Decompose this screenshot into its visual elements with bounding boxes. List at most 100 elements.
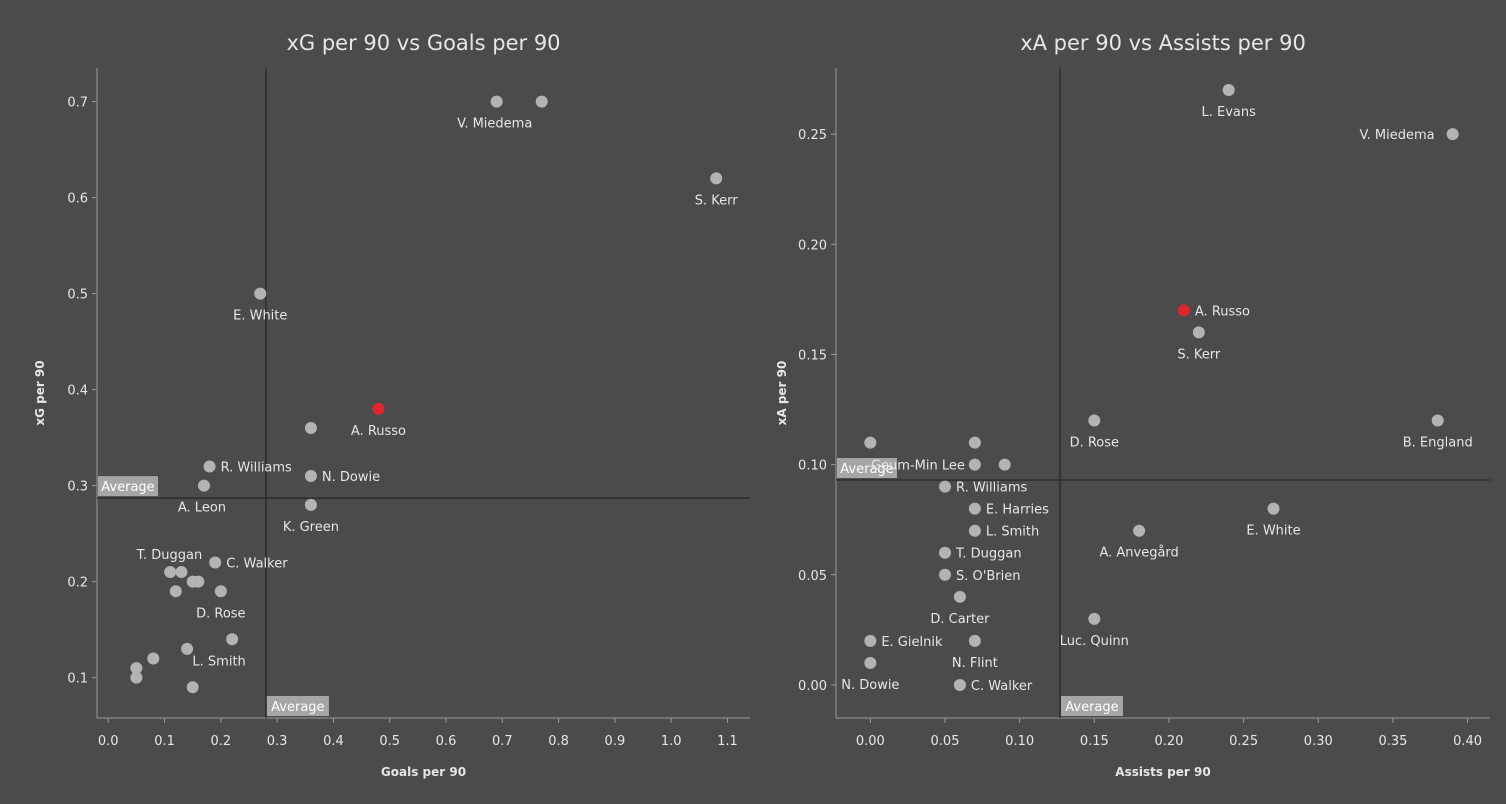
average-x-box	[266, 696, 329, 716]
point-label: T. Duggan	[955, 547, 1022, 562]
point-label: B. England	[1403, 436, 1473, 451]
y-tick-label: 0.5	[67, 288, 88, 303]
x-tick-label: 0.15	[1080, 734, 1109, 749]
data-point	[1088, 612, 1101, 625]
point-label: D. Rose	[1070, 436, 1119, 451]
point-label: V. Miedema	[457, 117, 532, 132]
y-tick-label: 0.20	[798, 238, 827, 253]
data-point	[864, 634, 877, 647]
point-label: K. Green	[283, 520, 339, 535]
point-label: S. Kerr	[695, 193, 739, 208]
data-point	[175, 566, 188, 579]
data-point	[939, 546, 951, 559]
data-point	[254, 287, 267, 300]
data-point	[710, 172, 723, 185]
x-axis-label: Goals per 90	[381, 765, 466, 779]
data-point	[490, 95, 503, 108]
average-x-box	[1060, 696, 1123, 716]
data-point	[1431, 414, 1444, 427]
data-point	[1088, 414, 1101, 427]
x-tick-label: 0.5	[379, 734, 400, 749]
point-label: D. Carter	[930, 612, 990, 627]
y-tick-label: 0.7	[67, 96, 88, 111]
data-point	[953, 590, 966, 603]
point-label: E. White	[233, 309, 287, 324]
point-label: Luc. Quinn	[1060, 634, 1129, 649]
panel-xg-goals: xG per 90 vs Goals per 90 0.0 0.1 0.2 0.3 0.4…	[33, 31, 750, 779]
average-y-box	[837, 458, 897, 479]
data-point	[939, 568, 951, 581]
point-label: N. Dowie	[322, 470, 380, 485]
data-point	[998, 458, 1011, 471]
y-tick-label: 0.3	[67, 480, 88, 495]
highlight-point	[1177, 304, 1190, 317]
x-tick-label: 0.00	[856, 734, 885, 749]
point-label: L. Smith	[986, 525, 1039, 540]
y-tick-label: 0.25	[798, 128, 827, 143]
data-point	[968, 458, 981, 471]
average-y-label: Average	[101, 480, 154, 495]
average-y-box	[98, 476, 158, 497]
x-tick-label: 0.20	[1154, 734, 1183, 749]
data-point	[304, 470, 317, 483]
point-label: A. Russo	[351, 424, 406, 439]
point-label: Geum-Min Lee	[871, 459, 965, 474]
y-tick-label: 0.05	[798, 569, 827, 584]
data-point	[1267, 502, 1280, 515]
point-label: D. Rose	[196, 606, 245, 621]
y-tick-label: 0.15	[798, 348, 827, 363]
y-axis-label: xG per 90	[33, 360, 47, 425]
point-label: E. Harries	[986, 503, 1049, 518]
x-tick-label: 0.10	[1005, 734, 1034, 749]
data-point	[968, 502, 981, 515]
y-tick-label: 0.6	[67, 192, 88, 207]
x-tick-label: 0.9	[605, 734, 626, 749]
point-label: V. Miedema	[1359, 128, 1434, 143]
y-tick-label: 0.00	[798, 679, 827, 694]
y-tick-label: 0.4	[67, 384, 88, 399]
point-label: C. Walker	[971, 679, 1033, 694]
highlight-point	[372, 402, 385, 415]
data-point	[968, 436, 981, 449]
x-tick-label: 0.05	[931, 734, 960, 749]
x-tick-label: 0.25	[1229, 734, 1258, 749]
x-tick-label: 0.6	[436, 734, 457, 749]
x-tick-label: 0.40	[1453, 734, 1482, 749]
data-point	[147, 652, 160, 665]
y-tick-label: 0.2	[67, 576, 88, 591]
x-tick-label: 0.8	[548, 734, 569, 749]
data-point	[1133, 524, 1146, 537]
point-label: R. Williams	[956, 481, 1027, 496]
point-label: T. Duggan	[136, 548, 203, 563]
y-tick-label: 0.10	[798, 459, 827, 474]
point-label: N. Flint	[952, 656, 998, 671]
data-point	[181, 642, 194, 655]
point-label: S. Kerr	[1177, 347, 1221, 362]
data-point	[214, 585, 227, 598]
data-point	[130, 671, 143, 684]
x-tick-label: 0.2	[211, 734, 232, 749]
data-point	[535, 95, 548, 108]
data-point	[164, 566, 177, 579]
x-axis-label: Assists per 90	[1115, 765, 1210, 779]
data-point	[864, 436, 877, 449]
point-label: S. O'Brien	[956, 569, 1020, 584]
average-x-label: Average	[271, 700, 324, 715]
point-label: E. White	[1246, 524, 1300, 539]
data-point	[1446, 128, 1459, 141]
data-point	[953, 678, 966, 691]
y-axis-label: xA per 90	[775, 361, 789, 426]
data-point	[169, 585, 182, 598]
chart-title: xA per 90 vs Assists per 90	[1020, 31, 1306, 55]
data-point	[192, 575, 205, 588]
x-tick-label: 1.0	[661, 734, 682, 749]
point-label: L. Smith	[192, 654, 245, 669]
x-tick-label: 0.35	[1378, 734, 1407, 749]
x-tick-label: 0.1	[154, 734, 175, 749]
data-point	[130, 662, 143, 675]
x-tick-label: 0.0	[98, 734, 119, 749]
data-point	[304, 498, 317, 511]
data-point	[304, 422, 317, 435]
point-label: C. Walker	[226, 556, 288, 571]
